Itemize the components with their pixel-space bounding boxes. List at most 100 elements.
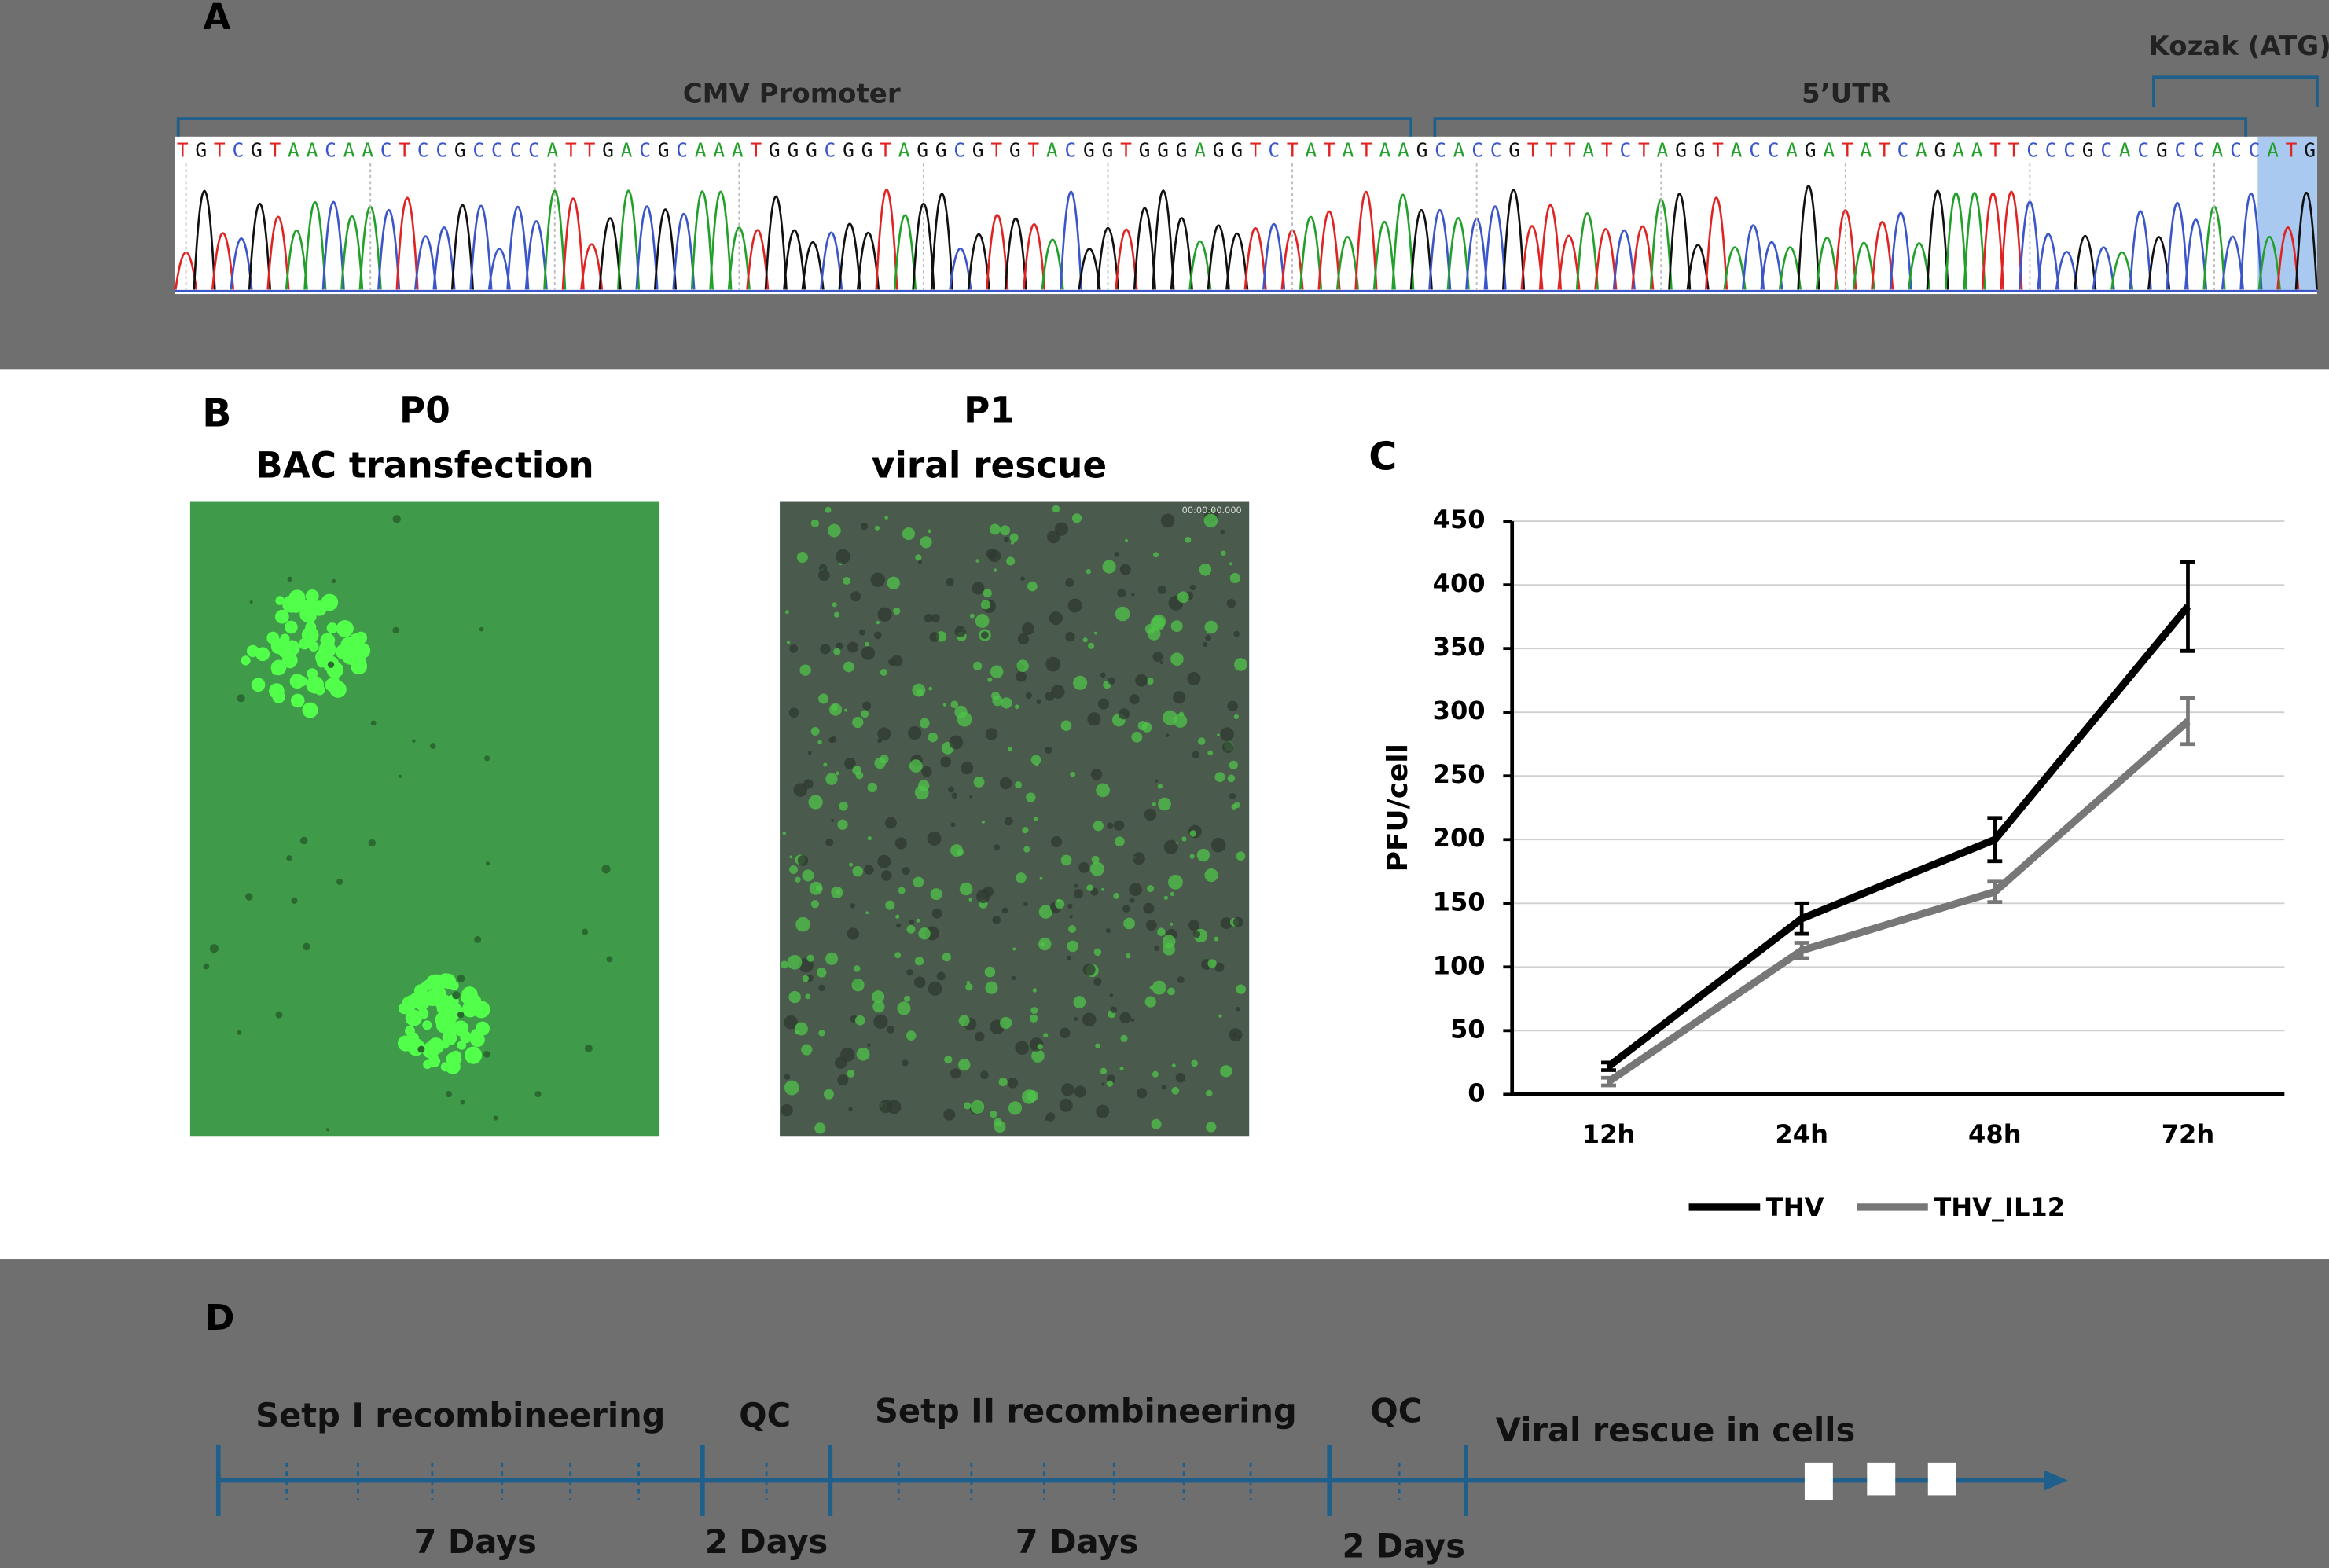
marker bbox=[1867, 1462, 1896, 1496]
trace-peak bbox=[1133, 207, 1156, 290]
x-tick-label: 48h bbox=[1968, 1119, 2022, 1149]
cell bbox=[1177, 591, 1189, 604]
cell bbox=[885, 900, 895, 910]
trace-peak bbox=[1428, 209, 1452, 290]
cell bbox=[818, 984, 825, 992]
cell bbox=[1160, 513, 1175, 528]
trace-peak bbox=[377, 209, 401, 290]
trace-peak bbox=[1023, 223, 1046, 290]
cell bbox=[272, 690, 285, 703]
y-tick-label: 350 bbox=[1433, 632, 1486, 662]
legend-label: THV bbox=[1766, 1192, 1824, 1222]
cell bbox=[1055, 899, 1065, 909]
cell bbox=[950, 1068, 961, 1079]
cell bbox=[1236, 851, 1246, 861]
cell bbox=[1011, 975, 1016, 981]
cell bbox=[1074, 1016, 1078, 1021]
cell bbox=[1032, 988, 1038, 993]
cell bbox=[1147, 885, 1155, 893]
cell bbox=[438, 973, 454, 989]
trace-peak bbox=[1668, 193, 1692, 290]
x-tick-label: 24h bbox=[1775, 1119, 1828, 1149]
cell bbox=[860, 522, 869, 531]
trace-peak bbox=[1797, 185, 1820, 290]
cell bbox=[1054, 522, 1069, 536]
trace-peak bbox=[617, 189, 641, 290]
cell bbox=[929, 632, 940, 642]
cell bbox=[1144, 996, 1156, 1008]
error-bar bbox=[1987, 879, 2003, 905]
cell bbox=[1125, 538, 1129, 542]
trace-peak bbox=[967, 233, 990, 290]
cell bbox=[1113, 820, 1125, 831]
cell bbox=[949, 735, 964, 750]
panel-label: B bbox=[202, 390, 231, 435]
trace-peak bbox=[2184, 218, 2208, 290]
cell bbox=[413, 984, 428, 997]
cell bbox=[902, 1059, 909, 1067]
cell bbox=[836, 642, 843, 650]
cell bbox=[1045, 691, 1055, 701]
cell bbox=[1020, 576, 1025, 582]
cell bbox=[789, 855, 793, 859]
cell bbox=[969, 795, 973, 799]
cell bbox=[1082, 637, 1088, 643]
cell bbox=[1233, 714, 1240, 720]
cell bbox=[285, 620, 298, 634]
cell bbox=[282, 595, 300, 613]
debris bbox=[474, 935, 482, 943]
cell bbox=[966, 980, 971, 985]
cell bbox=[861, 710, 869, 718]
cell bbox=[816, 968, 827, 978]
cell bbox=[850, 591, 861, 602]
cell bbox=[472, 1001, 490, 1019]
cell bbox=[251, 678, 266, 692]
cell bbox=[406, 995, 417, 1006]
cell bbox=[867, 782, 878, 793]
cell bbox=[854, 1015, 865, 1026]
cell bbox=[1147, 626, 1161, 641]
cell bbox=[1135, 674, 1148, 687]
cell bbox=[1155, 779, 1159, 783]
cell bbox=[983, 589, 992, 598]
error-bar bbox=[1794, 901, 1809, 936]
debris bbox=[460, 1100, 465, 1105]
trace-peak bbox=[598, 217, 622, 290]
trace-peak bbox=[1575, 212, 1599, 290]
trace-peak bbox=[783, 229, 806, 290]
cell bbox=[1171, 1086, 1180, 1095]
cell bbox=[1066, 955, 1072, 960]
cell bbox=[301, 626, 319, 644]
cell bbox=[802, 975, 810, 982]
cell bbox=[1004, 536, 1009, 542]
cell bbox=[877, 727, 891, 741]
cell bbox=[1227, 700, 1238, 712]
cell bbox=[817, 740, 822, 745]
cell bbox=[867, 1043, 871, 1047]
bracket bbox=[1433, 117, 2248, 137]
trace-peak bbox=[285, 230, 308, 290]
micrograph-cells bbox=[203, 515, 613, 1132]
trace-peak bbox=[875, 189, 898, 290]
cell bbox=[1006, 556, 1016, 566]
cell bbox=[1132, 852, 1145, 865]
y-tick-label: 400 bbox=[1433, 568, 1486, 598]
cell bbox=[827, 523, 841, 538]
cell bbox=[975, 1031, 985, 1042]
cell bbox=[950, 700, 959, 709]
cell bbox=[1120, 1034, 1128, 1042]
y-tick-label: 0 bbox=[1468, 1078, 1485, 1107]
cell bbox=[1236, 1007, 1240, 1012]
cell bbox=[836, 771, 840, 776]
cell bbox=[917, 560, 923, 564]
marker bbox=[1927, 1462, 1956, 1496]
trace-peak bbox=[1060, 190, 1083, 290]
cell bbox=[898, 887, 906, 894]
cell bbox=[946, 578, 954, 586]
cell bbox=[1033, 817, 1038, 821]
cell bbox=[1067, 598, 1082, 613]
cell bbox=[852, 716, 864, 729]
debris bbox=[584, 1044, 593, 1052]
cell bbox=[1204, 868, 1218, 883]
trace-peak bbox=[211, 232, 235, 290]
